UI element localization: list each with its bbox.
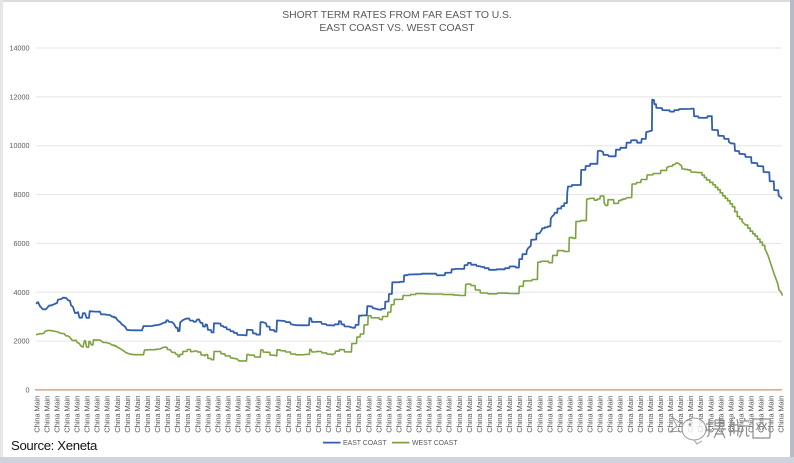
svg-text:China Main: China Main	[354, 396, 363, 433]
svg-text:China Main: China Main	[63, 396, 72, 433]
svg-text:China Main: China Main	[726, 396, 735, 433]
svg-text:China Main: China Main	[525, 396, 534, 433]
svg-text:6000: 6000	[14, 239, 30, 248]
svg-text:China Main: China Main	[545, 396, 554, 433]
svg-text:China Main: China Main	[153, 396, 162, 433]
svg-text:China Main: China Main	[344, 396, 353, 433]
svg-text:China Main: China Main	[73, 396, 82, 433]
svg-text:China Main: China Main	[254, 396, 263, 433]
svg-text:4000: 4000	[14, 288, 30, 297]
svg-text:China Main: China Main	[586, 396, 595, 433]
svg-text:China Main: China Main	[435, 396, 444, 433]
svg-text:China Main: China Main	[425, 396, 434, 433]
svg-text:10000: 10000	[10, 141, 30, 150]
svg-text:China Main: China Main	[747, 396, 756, 433]
svg-text:China Main: China Main	[32, 396, 41, 433]
svg-text:China Main: China Main	[706, 396, 715, 433]
svg-text:China Main: China Main	[42, 396, 51, 433]
svg-text:China Main: China Main	[646, 396, 655, 433]
svg-text:China Main: China Main	[203, 396, 212, 433]
svg-text:China Main: China Main	[334, 396, 343, 433]
svg-text:China Main: China Main	[596, 396, 605, 433]
svg-text:China Main: China Main	[183, 396, 192, 433]
svg-text:China Main: China Main	[394, 396, 403, 433]
svg-text:China Main: China Main	[636, 396, 645, 433]
svg-text:China Main: China Main	[384, 396, 393, 433]
svg-text:China Main: China Main	[666, 396, 675, 433]
svg-text:China Main: China Main	[465, 396, 474, 433]
svg-text:China Main: China Main	[455, 396, 464, 433]
svg-text:China Main: China Main	[576, 396, 585, 433]
svg-text:China Main: China Main	[716, 396, 725, 433]
svg-text:China Main: China Main	[213, 396, 222, 433]
svg-text:EAST COAST: EAST COAST	[343, 440, 387, 447]
svg-text:China Main: China Main	[294, 396, 303, 433]
svg-text:China Main: China Main	[234, 396, 243, 433]
svg-text:2000: 2000	[14, 337, 30, 346]
svg-text:China Main: China Main	[103, 396, 112, 433]
svg-text:China Main: China Main	[757, 396, 766, 433]
svg-text:China Main: China Main	[485, 396, 494, 433]
svg-text:China Main: China Main	[143, 396, 152, 433]
svg-text:China Main: China Main	[737, 396, 746, 433]
svg-text:China Main: China Main	[445, 396, 454, 433]
svg-text:China Main: China Main	[223, 396, 232, 433]
svg-text:China Main: China Main	[606, 396, 615, 433]
svg-text:China Main: China Main	[83, 396, 92, 433]
svg-text:China Main: China Main	[244, 396, 253, 433]
svg-text:China Main: China Main	[374, 396, 383, 433]
svg-text:China Main: China Main	[264, 396, 273, 433]
svg-text:China Main: China Main	[52, 396, 61, 433]
svg-text:China Main: China Main	[676, 396, 685, 433]
svg-text:China Main: China Main	[405, 396, 414, 433]
svg-text:China Main: China Main	[274, 396, 283, 433]
svg-text:China Main: China Main	[173, 396, 182, 433]
svg-text:China Main: China Main	[686, 396, 695, 433]
svg-text:China Main: China Main	[767, 396, 776, 433]
svg-text:China Main: China Main	[284, 396, 293, 433]
svg-text:China Main: China Main	[193, 396, 202, 433]
svg-text:China Main: China Main	[777, 396, 786, 433]
svg-text:China Main: China Main	[133, 396, 142, 433]
svg-text:0: 0	[26, 386, 30, 395]
svg-text:China Main: China Main	[626, 396, 635, 433]
svg-text:China Main: China Main	[314, 396, 323, 433]
svg-text:China Main: China Main	[696, 396, 705, 433]
svg-text:China Main: China Main	[324, 396, 333, 433]
svg-text:China Main: China Main	[364, 396, 373, 433]
svg-text:China Main: China Main	[555, 396, 564, 433]
svg-text:China Main: China Main	[505, 396, 514, 433]
svg-text:China Main: China Main	[566, 396, 575, 433]
svg-text:China Main: China Main	[415, 396, 424, 433]
svg-text:China Main: China Main	[495, 396, 504, 433]
svg-text:14000: 14000	[10, 44, 30, 53]
svg-text:China Main: China Main	[93, 396, 102, 433]
svg-text:China Main: China Main	[515, 396, 524, 433]
svg-text:China Main: China Main	[304, 396, 313, 433]
svg-text:China Main: China Main	[535, 396, 544, 433]
svg-text:China Main: China Main	[616, 396, 625, 433]
svg-text:WEST COAST: WEST COAST	[412, 440, 458, 447]
svg-text:8000: 8000	[14, 190, 30, 199]
svg-text:12000: 12000	[10, 92, 30, 101]
svg-text:China Main: China Main	[656, 396, 665, 433]
svg-text:China Main: China Main	[123, 396, 132, 433]
svg-text:China Main: China Main	[163, 396, 172, 433]
svg-text:China Main: China Main	[475, 396, 484, 433]
svg-text:China Main: China Main	[113, 396, 122, 433]
